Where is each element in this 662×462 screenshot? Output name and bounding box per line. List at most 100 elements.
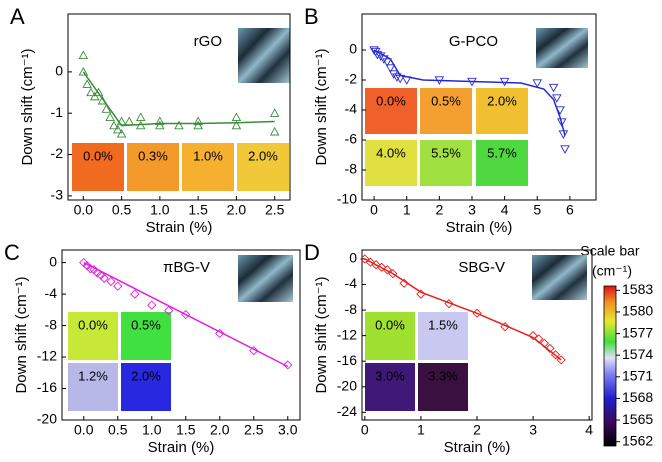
panel-label: D — [304, 240, 320, 265]
data-point — [231, 120, 242, 130]
panel: B 0.0% 0.5% 2.0% 4.0% 5.5% 5.7% 0 1 2 3 4 5 6 0 -2 -4 -6 -… — [304, 4, 597, 236]
x-axis-label: Strain (%) — [146, 219, 213, 236]
data-point — [147, 300, 157, 310]
x-tick-label: 2.0 — [227, 202, 247, 218]
y-tick-label: -8 — [345, 161, 358, 177]
y-tick-label: -4 — [45, 285, 58, 301]
data-point — [532, 79, 543, 88]
inset-map — [365, 312, 415, 360]
data-point — [155, 120, 165, 130]
y-tick-label: -12 — [37, 348, 57, 364]
tile-label: 1.5% — [428, 317, 458, 332]
tile-label: 0.0% — [83, 148, 113, 163]
inset-image — [532, 255, 587, 300]
data-point — [174, 120, 184, 130]
x-tick-label: 0 — [370, 202, 378, 218]
data-point — [78, 50, 89, 59]
inset-image — [536, 28, 588, 68]
x-tick-label: 1.5 — [188, 202, 208, 218]
data-point — [467, 77, 477, 87]
inset-map — [127, 143, 179, 191]
x-tick-label: 2 — [435, 202, 443, 218]
y-tick-label: -1 — [51, 104, 64, 120]
data-point — [375, 52, 386, 61]
data-point — [86, 87, 96, 97]
tile-label: 0.0% — [78, 317, 108, 332]
x-tick-label: 1 — [403, 202, 411, 218]
data-point — [231, 112, 242, 121]
data-point — [534, 334, 544, 344]
data-point — [416, 289, 426, 299]
colorbar-tick-label: 1565 — [622, 411, 653, 427]
colorbar-tick-label: 1571 — [622, 368, 653, 384]
axes-frame — [361, 13, 597, 201]
colorbar-tick-label: 1568 — [622, 389, 653, 405]
inset-map — [420, 140, 472, 186]
data-point — [369, 46, 379, 55]
series-label: SBG-V — [458, 259, 505, 276]
fit-line — [83, 261, 289, 368]
inset-map — [420, 88, 472, 134]
x-tick-label: 0.5 — [112, 202, 132, 218]
data-point — [401, 76, 412, 85]
y-tick-label: 0 — [349, 250, 357, 266]
colorbar-unit: (cm⁻¹) — [592, 263, 632, 279]
colorbar-tick-label: 1562 — [622, 432, 653, 448]
tile-label: 2.0% — [487, 93, 517, 108]
y-tick-label: -8 — [345, 301, 358, 317]
tile-label: 2.0% — [248, 148, 278, 163]
data-point — [382, 265, 392, 275]
x-tick-label: 2.5 — [244, 422, 264, 438]
data-point — [269, 126, 280, 136]
data-point — [388, 269, 398, 279]
x-axis-label: Strain (%) — [444, 439, 511, 456]
data-point — [372, 50, 383, 60]
data-point — [371, 260, 381, 270]
data-point — [78, 66, 89, 76]
y-tick-label: 0 — [349, 41, 357, 57]
data-point — [395, 74, 405, 84]
x-tick-label: 6 — [566, 202, 574, 218]
panel-label: A — [10, 4, 25, 29]
tile-label: 0.5% — [431, 93, 461, 108]
x-tick-label: 2 — [473, 422, 481, 438]
y-tick-label: -20 — [37, 411, 57, 427]
data-point — [97, 95, 108, 105]
tile-label: 5.7% — [487, 145, 517, 160]
data-point — [388, 70, 399, 79]
x-tick-label: 5 — [533, 202, 541, 218]
data-point — [181, 309, 191, 320]
inset-map — [365, 363, 415, 411]
inset-map — [365, 140, 417, 186]
y-axis-label: Down shift (cm⁻¹) — [313, 48, 330, 165]
tile-label: 1.2% — [78, 368, 108, 383]
data-point — [499, 77, 510, 87]
series-label: rGO — [194, 33, 222, 50]
colorbar — [603, 285, 617, 447]
data-point — [434, 76, 445, 85]
inset-image — [238, 255, 293, 302]
data-point — [376, 262, 387, 272]
data-point — [99, 273, 109, 283]
data-point — [109, 120, 119, 130]
data-point — [548, 83, 559, 93]
x-tick-label: 2.0 — [210, 422, 230, 438]
inset-map — [121, 312, 171, 360]
tile-label: 0.3% — [138, 148, 168, 163]
data-point — [269, 108, 280, 117]
data-point — [385, 64, 396, 73]
data-point — [556, 355, 566, 365]
data-point — [164, 305, 174, 316]
inset-map — [418, 363, 468, 411]
inset-image — [238, 28, 290, 83]
data-point — [193, 116, 203, 126]
x-tick-label: 4 — [501, 202, 509, 218]
data-point — [558, 130, 569, 139]
x-axis-label: Strain (%) — [446, 219, 513, 236]
inset-map — [365, 88, 417, 134]
data-point — [124, 116, 135, 126]
data-point — [116, 128, 127, 138]
panel: C 0.0% 0.5% 1.2% 2.0% 0.0 0.5 1.0 1.5 2.0 2.5 3.0 0 -… — [4, 240, 301, 456]
inset-map — [121, 363, 171, 411]
